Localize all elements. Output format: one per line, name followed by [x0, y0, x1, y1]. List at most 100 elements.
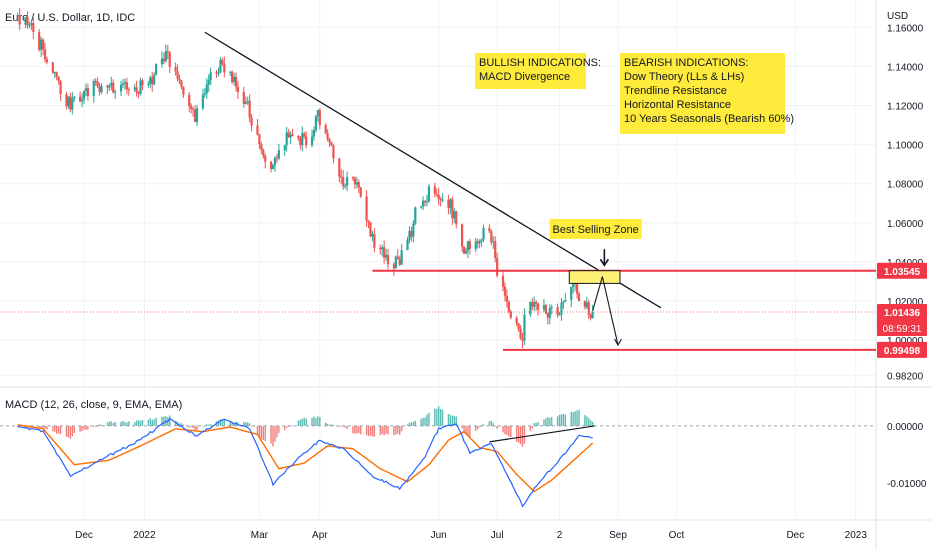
- candle-body: [400, 250, 403, 265]
- candle-body: [353, 178, 356, 185]
- candle-body: [193, 109, 197, 122]
- macd-histogram-bar: [98, 424, 101, 426]
- candle-body: [262, 150, 265, 156]
- macd-histogram-bar: [87, 425, 89, 430]
- candle-body: [250, 117, 253, 126]
- candle-body: [384, 254, 388, 258]
- candle-body: [346, 176, 349, 186]
- candle-body: [410, 230, 413, 237]
- candle-body: [271, 165, 275, 170]
- annotation-line: Horizontal Resistance: [624, 99, 731, 111]
- macd-histogram-bar: [67, 425, 70, 438]
- macd-histogram-bar: [496, 425, 498, 429]
- macd-histogram-bar: [352, 425, 354, 434]
- candle-body: [289, 134, 292, 138]
- candle-body: [340, 176, 343, 178]
- candle-body: [570, 287, 573, 300]
- candle-body: [310, 136, 314, 146]
- candle-body: [59, 80, 62, 95]
- macd-histogram-bar: [38, 425, 40, 428]
- macd-histogram-bar: [365, 425, 368, 436]
- grid: [0, 0, 876, 520]
- macd-histogram-bar: [223, 418, 226, 426]
- macd-histogram-bar: [545, 418, 547, 426]
- descending-trendline: [204, 31, 662, 309]
- macd-histogram-bar: [278, 425, 280, 433]
- candle-body: [114, 91, 117, 93]
- candle-body: [357, 182, 360, 188]
- macd-histogram-bar: [406, 424, 409, 426]
- macd-histogram-bar: [106, 422, 109, 426]
- macd-histogram-bar: [502, 425, 504, 433]
- candle-body: [258, 134, 261, 145]
- macd-histogram-bar: [243, 422, 245, 426]
- macd-histogram-bar: [338, 425, 341, 427]
- candle-body: [344, 185, 347, 187]
- candle-body: [164, 51, 167, 62]
- candle-body: [43, 49, 47, 60]
- candle-body: [176, 71, 179, 79]
- macd-histogram-bar: [270, 425, 272, 444]
- bullish-indications-title: BULLISH INDICATIONS:: [479, 57, 601, 69]
- candle-body: [478, 241, 481, 244]
- macd-histogram-bar: [441, 409, 444, 426]
- candle-body: [562, 301, 565, 303]
- macd-histogram-bar: [371, 425, 374, 437]
- candle-body: [515, 317, 518, 324]
- candle-body: [408, 230, 411, 240]
- macd-histogram-bar: [46, 425, 48, 430]
- macd-histogram-bar: [245, 422, 247, 426]
- candle-body: [166, 51, 169, 53]
- macd-histogram-bar: [332, 424, 335, 426]
- macd-histogram-bar: [424, 417, 426, 426]
- macd-histogram-bar: [510, 425, 512, 438]
- candle-body: [318, 109, 321, 126]
- candle-body: [133, 87, 136, 90]
- macd-histogram-bar: [114, 421, 116, 426]
- candle-body: [174, 67, 177, 72]
- candle-body: [209, 72, 212, 81]
- macd-histogram-bar: [356, 425, 358, 434]
- candle-body: [412, 223, 415, 237]
- candle-body: [92, 80, 95, 97]
- selling-zone-arrowhead: [599, 258, 610, 267]
- macd-histogram-bar: [436, 408, 438, 426]
- candle-body: [326, 133, 329, 140]
- candle-body: [67, 96, 70, 107]
- candle-body: [141, 80, 144, 86]
- candle-body: [69, 96, 72, 110]
- macd-histogram-bar: [258, 425, 261, 437]
- candle-body: [94, 80, 97, 82]
- candle-body: [275, 157, 279, 159]
- macd-histogram-bar: [506, 425, 508, 435]
- macd-histogram-bar: [315, 418, 317, 426]
- macd-histogram-bar: [52, 425, 54, 432]
- candle-body: [490, 231, 493, 243]
- macd-histogram-bar: [564, 414, 567, 426]
- candle-body: [100, 85, 103, 93]
- macd-histogram-bar: [42, 425, 44, 428]
- candle-body: [86, 88, 89, 97]
- price-tick-label: 1.02000: [887, 297, 924, 308]
- macd-histogram-bar: [397, 425, 399, 434]
- candle-body: [536, 303, 540, 310]
- macd-histogram-bar: [85, 425, 87, 431]
- macd-histogram-bar: [422, 417, 424, 426]
- candle-body: [494, 241, 497, 259]
- candle-body: [79, 96, 82, 102]
- candle-body: [575, 279, 579, 294]
- candle-body: [248, 100, 251, 118]
- candle-body: [398, 259, 401, 265]
- candle-body: [38, 31, 41, 50]
- candle-body: [223, 63, 226, 73]
- candle-body: [324, 125, 327, 134]
- macd-histogram-bar: [560, 414, 563, 426]
- candle-body: [160, 58, 164, 65]
- macd-histogram-bar: [537, 421, 539, 426]
- macd-lines: [0, 417, 876, 508]
- candle-body: [106, 85, 109, 88]
- macd-histogram-bar: [400, 425, 403, 432]
- candle-body: [474, 241, 477, 250]
- candle-body: [232, 76, 236, 82]
